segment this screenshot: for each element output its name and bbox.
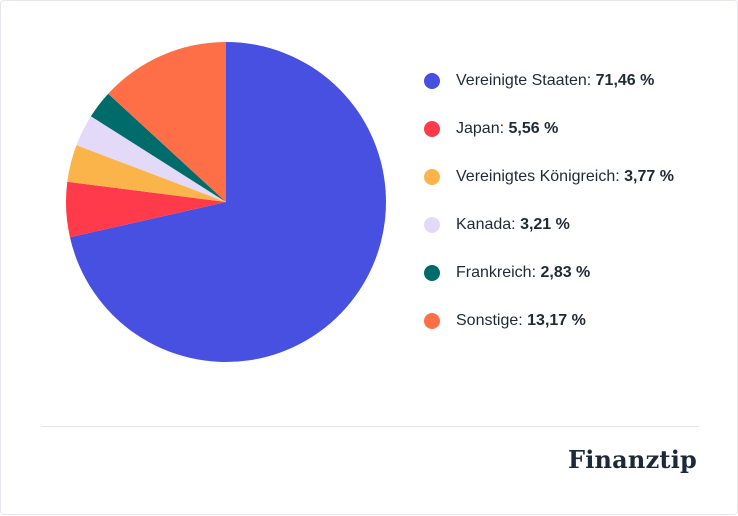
legend-item-japan: Japan: 5,56 % [424,117,674,165]
legend: Vereinigte Staaten: 71,46 % Japan: 5,56 … [424,69,674,357]
legend-label: Japan [456,120,500,137]
pie-slice-japan [66,181,226,238]
legend-value: 13,17 % [527,312,586,329]
legend-value: 71,46 % [595,72,655,89]
legend-value: 3,21 % [520,216,570,233]
pie-slice-kanada [76,116,226,202]
legend-swatch [424,217,440,233]
legend-item-frankreich: Frankreich: 2,83 % [424,261,674,309]
pie-slice-vereinigtes-königreich [67,145,226,202]
legend-item-sonstige: Sonstige: 13,17 % [424,309,674,357]
legend-swatch [424,121,440,137]
legend-label: Frankreich [456,264,532,281]
legend-value: 2,83 % [540,264,591,281]
legend-value: 5,56 % [508,120,559,137]
legend-item-vereinigte-staaten: Vereinigte Staaten: 71,46 % [424,69,674,117]
legend-label: Vereinigtes Königreich [456,168,616,185]
legend-item-vereinigtes-koenigreich: Vereinigtes Königreich: 3,77 % [424,165,674,213]
pie-slice-frankreich [90,93,226,202]
pie-slice-vereinigte-staaten [69,42,386,362]
legend-label: Sonstige [456,312,519,329]
pie-slice-sonstige [108,42,226,202]
legend-value: 3,77 % [624,168,674,185]
legend-swatch [424,265,440,281]
legend-swatch [424,73,440,89]
legend-label: Vereinigte Staaten [456,72,587,89]
brand-logo: Finanztip [567,445,697,474]
legend-item-kanada: Kanada: 3,21 % [424,213,674,261]
footer-divider [41,426,699,427]
legend-label: Kanada [456,216,512,233]
legend-swatch [424,169,440,185]
legend-swatch [424,313,440,329]
